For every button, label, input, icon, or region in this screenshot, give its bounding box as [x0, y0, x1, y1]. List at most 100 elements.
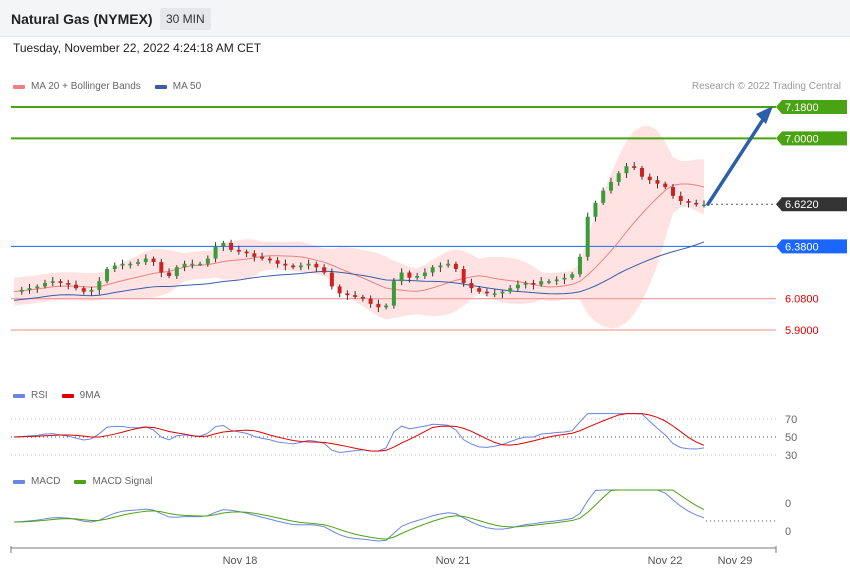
x-tick-label: Nov 18	[223, 555, 258, 567]
level-tag-text: 6.0800	[785, 294, 819, 306]
legend-rsi: RSI	[13, 390, 48, 401]
candle-body	[523, 282, 528, 285]
candle-body	[236, 249, 241, 252]
candle-body	[484, 291, 489, 294]
price-legend: MA 20 + Bollinger Bands MA 50	[13, 81, 215, 92]
candle-body	[492, 293, 497, 295]
level-tag-bg	[776, 131, 847, 146]
candle-body	[446, 263, 451, 266]
candle-body	[539, 281, 544, 285]
candle-body	[663, 183, 668, 188]
candle-body	[593, 202, 598, 217]
macd-panel: 00	[13, 489, 791, 542]
candle-body	[322, 267, 327, 273]
credit-label: Research © 2022 Trading Central	[691, 81, 841, 92]
level-tags: 7.1800 7.0000 6.6220 6.3800 6.0800 5.9000	[776, 100, 847, 337]
rsi-legend: RSI 9MA	[13, 390, 114, 401]
candle-body	[546, 281, 551, 283]
level-tag-bg	[776, 100, 847, 114]
x-tick-label: Nov 21	[436, 555, 471, 567]
candle-body	[376, 303, 381, 308]
candle-body	[632, 166, 637, 168]
candle-body	[670, 187, 675, 196]
candle-body	[477, 288, 482, 292]
candle-body	[244, 251, 249, 254]
candle-body	[89, 289, 94, 292]
candle-body	[112, 265, 117, 270]
rsi-panel: 70 50 30	[11, 413, 797, 462]
candle-body	[97, 281, 102, 290]
candle-body	[515, 284, 520, 289]
level-lines	[11, 106, 776, 331]
macd-legend: MACD MACD Signal	[13, 476, 166, 487]
rsi-ma-line	[13, 413, 705, 452]
bollinger-bands	[14, 125, 704, 329]
candle-body	[35, 286, 40, 289]
level-tag-current: 6.6220	[776, 197, 847, 212]
candle-body	[562, 277, 567, 280]
candle-body	[554, 279, 559, 282]
candle-body	[213, 246, 218, 259]
rsi-line	[13, 413, 705, 453]
candle-body	[167, 272, 172, 276]
level-tag-bg	[776, 239, 847, 254]
candle-body	[608, 181, 613, 191]
macd-signal-line	[13, 489, 705, 540]
candle-body	[694, 202, 699, 205]
ma50-line	[13, 241, 705, 301]
bollinger-band-fill	[14, 125, 704, 329]
candle-body	[136, 262, 141, 264]
candle-body	[275, 260, 280, 264]
level-tag-text: 5.9000	[785, 325, 819, 337]
candle-body	[500, 291, 505, 294]
legend-ma20: MA 20 + Bollinger Bands	[13, 81, 141, 92]
candle-body	[585, 216, 590, 257]
candle-body	[624, 166, 629, 174]
rsi-tick-label: 30	[785, 450, 797, 462]
level-tag-pivot: 6.3800	[776, 239, 847, 254]
candle-body	[329, 272, 334, 287]
macd-line	[13, 489, 705, 542]
candle-body	[702, 204, 706, 207]
level-tag-resistance: 7.1800	[776, 100, 847, 114]
candle-body	[616, 173, 621, 182]
candle-body	[430, 267, 435, 273]
candle-body	[415, 275, 420, 278]
candle-body	[453, 263, 458, 270]
candle-body	[570, 274, 575, 278]
x-axis: Nov 18 Nov 21 Nov 22 Nov 29	[10, 546, 777, 567]
x-tick-label: Nov 29	[718, 555, 753, 567]
candle-body	[105, 269, 110, 282]
candle-body	[306, 263, 311, 266]
candle-body	[337, 286, 342, 294]
moving-averages	[13, 183, 705, 301]
candle-body	[391, 281, 396, 306]
candle-body	[291, 265, 296, 268]
candle-body	[368, 298, 373, 304]
candle-body	[198, 263, 203, 266]
candle-body	[120, 263, 125, 266]
candle-body	[174, 267, 179, 276]
legend-ma50: MA 50	[154, 81, 201, 92]
rsi-tick-label: 70	[785, 414, 797, 426]
macd-tick-label: 0	[785, 526, 791, 538]
level-tag-text: 6.6220	[785, 199, 819, 211]
candle-body	[81, 288, 86, 292]
candle-body	[438, 265, 443, 268]
candle-body	[360, 296, 365, 299]
candle-body	[422, 272, 427, 276]
candle-body	[205, 258, 210, 264]
candle-body	[260, 256, 265, 259]
level-tag-resistance: 7.0000	[776, 131, 847, 146]
timeframe-badge[interactable]: 30 MIN	[160, 8, 211, 30]
candle-body	[461, 269, 466, 283]
rsi-tick-label: 50	[785, 432, 797, 444]
candle-body	[577, 256, 582, 275]
candle-body	[190, 263, 195, 266]
candle-body	[508, 288, 513, 292]
candle-body	[229, 242, 234, 250]
level-tag-support: 6.0800	[785, 294, 819, 306]
candle-body	[353, 295, 358, 297]
candle-body	[601, 190, 606, 203]
